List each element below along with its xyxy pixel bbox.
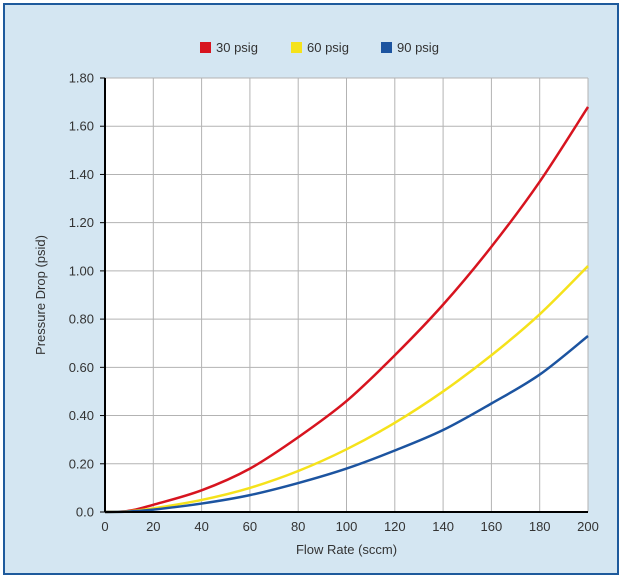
y-tick-labels: 0.0 0.20 0.40 0.60 0.80 1.00 1.20 1.40 1.60 1.80 [69, 71, 94, 520]
x-tick-label: 0 [101, 519, 108, 534]
series-lines [104, 106, 590, 514]
legend: 30 psig 60 psig 90 psig [200, 40, 439, 55]
x-tick-label: 80 [291, 519, 305, 534]
legend-swatch [200, 42, 211, 53]
y-tick-label: 0.80 [69, 312, 94, 327]
y-axis-title: Pressure Drop (psid) [33, 235, 48, 355]
grid [105, 77, 589, 512]
series-line-30-psig [104, 106, 590, 514]
line-chart: 30 psig 60 psig 90 psig 0 20 40 60 80 100 120 140… [33, 40, 599, 557]
series-line-90-psig [104, 335, 589, 514]
x-tick-label: 40 [194, 519, 208, 534]
legend-label: 60 psig [307, 40, 349, 55]
y-tick-label: 1.80 [69, 71, 94, 86]
x-tick-label: 140 [432, 519, 454, 534]
legend-label: 30 psig [216, 40, 258, 55]
legend-swatch [291, 42, 302, 53]
x-tick-label: 20 [146, 519, 160, 534]
x-tick-label: 100 [336, 519, 358, 534]
legend-item: 90 psig [381, 40, 439, 55]
x-tick-label: 60 [243, 519, 257, 534]
legend-item: 30 psig [200, 40, 258, 55]
legend-swatch [381, 42, 392, 53]
x-tick-label: 120 [384, 519, 406, 534]
x-tick-label: 200 [577, 519, 599, 534]
y-tick-label: 1.60 [69, 119, 94, 134]
x-axis-title: Flow Rate (sccm) [296, 542, 397, 557]
y-tick-label: 0.0 [76, 505, 94, 520]
x-tick-label: 180 [529, 519, 551, 534]
chart-panel: 30 psig 60 psig 90 psig 0 20 40 60 80 100 120 140… [3, 3, 619, 575]
y-tick-label: 0.20 [69, 456, 94, 471]
x-tick-label: 160 [481, 519, 503, 534]
legend-label: 90 psig [397, 40, 439, 55]
y-tick-label: 1.40 [69, 167, 94, 182]
y-tick-label: 1.20 [69, 215, 94, 230]
legend-item: 60 psig [291, 40, 349, 55]
x-tick-labels: 0 20 40 60 80 100 120 140 160 180 200 [101, 519, 598, 534]
axes [100, 77, 588, 513]
y-tick-label: 0.40 [69, 408, 94, 423]
y-tick-label: 0.60 [69, 360, 94, 375]
y-tick-label: 1.00 [69, 263, 94, 278]
